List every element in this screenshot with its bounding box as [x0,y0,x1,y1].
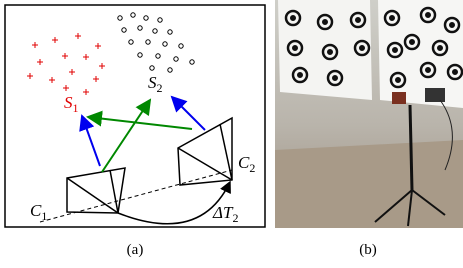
caption: (b) [359,242,377,258]
panel-a: S1 S2 C1 C2 ΔT2 [5,5,265,227]
target [426,13,431,18]
target [450,23,455,28]
target [393,48,398,53]
panel-b-photo [275,0,463,228]
transform-index: 2 [232,211,238,225]
frame [5,5,265,227]
target [356,18,361,23]
set-index: 1 [73,101,79,115]
target [291,16,296,21]
target [410,40,415,45]
target [426,68,431,73]
set-index: 2 [157,81,163,95]
caption: (a) [127,242,144,258]
target [298,73,303,78]
target [396,78,401,83]
target [328,50,333,55]
target [438,46,443,51]
camera-index: 2 [249,161,255,175]
target [323,20,328,25]
camera-name: C [30,201,42,220]
camera-index: 1 [41,209,47,223]
transform-name: ΔT [212,203,234,222]
target [390,16,395,21]
figure: S1 S2 C1 C2 ΔT2 (a) (b) [0,0,463,268]
target [360,46,365,51]
page: S1 S2 C1 C2 ΔT2 (a) (b) (() => { const d… [0,0,463,268]
camera-name: C [238,153,250,172]
target [333,76,338,81]
target [453,70,458,75]
target [293,46,298,51]
